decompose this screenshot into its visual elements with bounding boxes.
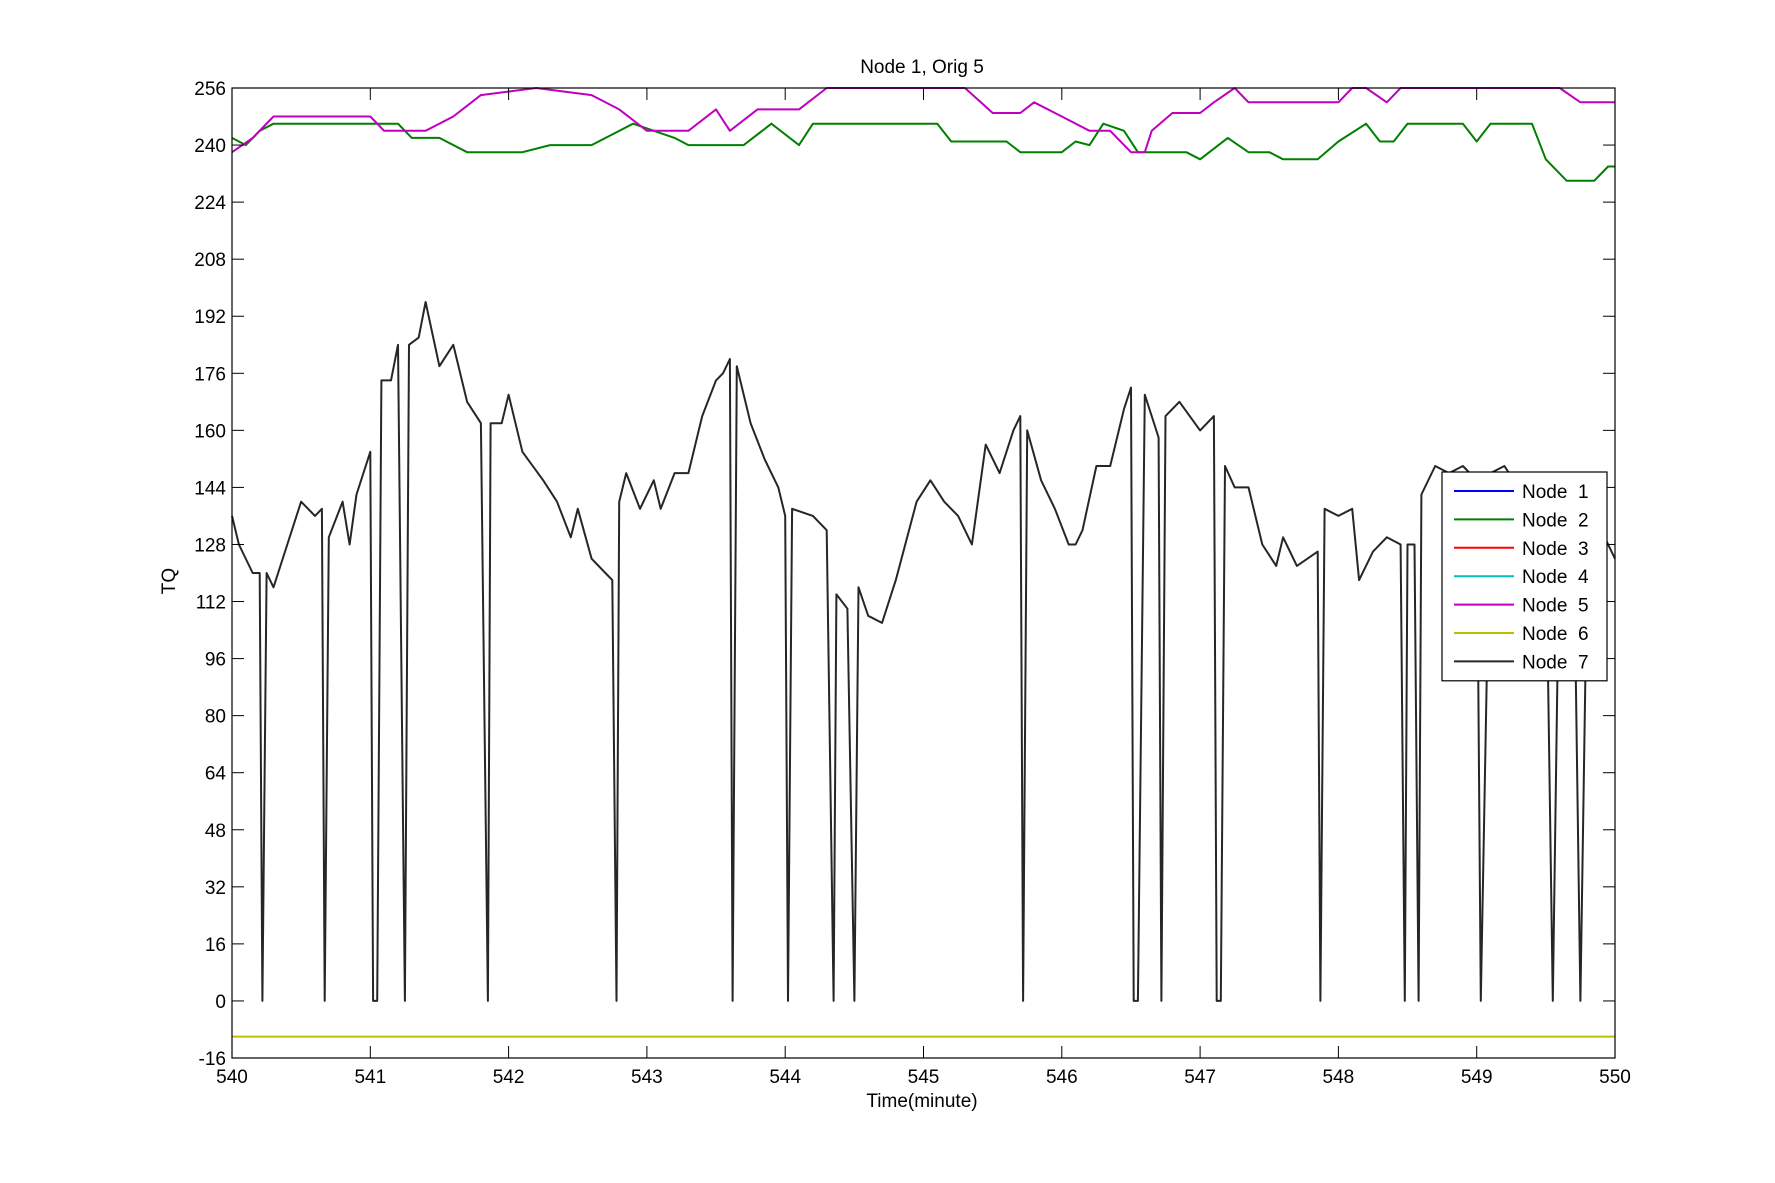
series-line-2	[231, 122, 1615, 182]
x-tick-label: 550	[1599, 1067, 1631, 1088]
x-tick-label: 542	[493, 1067, 525, 1088]
y-tick-label: 192	[194, 307, 226, 328]
plot-axes: 540 541 542 543 544 545 546 547 548 549 550 -16 0 16 3…	[194, 79, 1631, 1088]
legend-label-1: Node 1	[1522, 482, 1589, 503]
x-tick-label: 545	[908, 1067, 940, 1088]
y-tick-label: 16	[205, 935, 226, 956]
y-tick-label: 32	[205, 878, 226, 899]
series-line-7	[231, 301, 1616, 1002]
x-tick-label: 540	[216, 1067, 248, 1088]
series-line-5	[231, 87, 1615, 154]
legend-label-4: Node 4	[1522, 567, 1589, 588]
legend-label-2: Node 2	[1522, 510, 1589, 531]
y-tick-label: 144	[194, 478, 226, 499]
x-tick-label: 547	[1184, 1067, 1216, 1088]
plot-series	[231, 87, 1616, 1038]
x-tick-label: 543	[631, 1067, 663, 1088]
y-tick-label: 256	[194, 79, 226, 100]
y-tick-label: 64	[205, 764, 227, 785]
y-axis-label: TQ	[159, 568, 180, 594]
x-tick-label: 541	[354, 1067, 386, 1088]
y-tick-label: 112	[196, 593, 226, 614]
x-tick-label: 548	[1323, 1067, 1355, 1088]
x-tick-label: 546	[1046, 1067, 1078, 1088]
x-tick-label: 549	[1461, 1067, 1493, 1088]
x-tick-label: 544	[769, 1067, 801, 1088]
y-tick-label: 240	[194, 136, 226, 157]
y-tick-label: 208	[194, 250, 226, 271]
y-tick-label: 48	[205, 821, 226, 842]
legend-label-3: Node 3	[1522, 539, 1589, 560]
y-tick-label: -16	[199, 1049, 226, 1070]
y-tick-label: 128	[194, 535, 226, 556]
legend-label-7: Node 7	[1522, 652, 1589, 673]
legend: Node 1 Node 2 Node 3 Node 4 Node 5 Node 6 Node…	[1441, 471, 1608, 682]
y-tick-label: 96	[205, 650, 226, 671]
y-tick-label: 80	[205, 707, 226, 728]
legend-label-5: Node 5	[1522, 596, 1589, 617]
y-tick-label: 0	[215, 992, 226, 1013]
y-tick-label: 176	[194, 364, 226, 385]
x-axis-label: Time(minute)	[866, 1091, 977, 1112]
y-tick-label: 224	[194, 193, 226, 214]
y-tick-label: 160	[194, 421, 226, 442]
chart-title: Node 1, Orig 5	[860, 57, 984, 78]
legend-label-6: Node 6	[1522, 624, 1589, 645]
